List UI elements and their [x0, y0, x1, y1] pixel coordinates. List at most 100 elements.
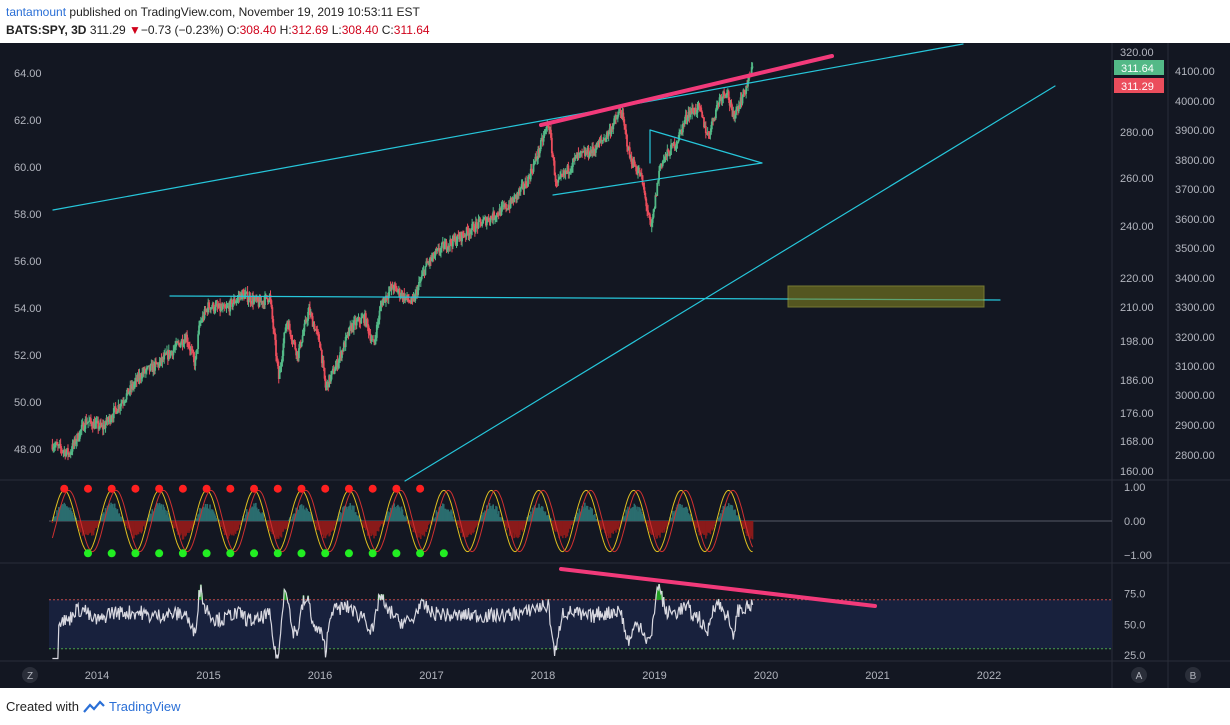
candle-body [197, 334, 200, 350]
x-axis-tick-label: 2017 [419, 670, 443, 682]
candle-body [213, 310, 216, 312]
candle-body [353, 319, 356, 321]
osc-histogram-bar [165, 514, 167, 521]
high-label: H: [279, 23, 292, 37]
osc-histogram-bar [187, 521, 189, 531]
osc-histogram-bar [131, 521, 133, 532]
osc-histogram-bar [410, 521, 413, 527]
osc-histogram-bar [504, 521, 506, 527]
osc-histogram-bar [642, 515, 645, 521]
candle-body [416, 289, 419, 295]
candle-body [71, 443, 74, 452]
author-link[interactable]: tantamount [6, 5, 67, 19]
osc-histogram-bar [615, 521, 617, 533]
candle-body [592, 146, 594, 152]
osc-histogram-bar [605, 521, 607, 532]
osc-histogram-bar [63, 502, 66, 521]
candle-body [113, 406, 116, 409]
candle-body [687, 111, 690, 119]
osc-histogram-bar [377, 521, 380, 532]
osc-histogram-bar [281, 521, 284, 532]
candle-body [642, 184, 645, 188]
osc-histogram-bar [466, 521, 469, 537]
candle-body [297, 351, 299, 359]
osc-histogram-bar [114, 507, 117, 521]
candle-body [712, 118, 715, 122]
candle-body [430, 257, 433, 261]
osc-bottom-dot [344, 549, 353, 558]
osc-histogram-bar [623, 517, 626, 521]
candle-body [484, 217, 487, 226]
candle-body [575, 154, 578, 159]
osc-histogram-bar [323, 521, 326, 536]
candle-body [654, 195, 657, 209]
candle-body [542, 135, 545, 142]
osc-histogram-bar [671, 517, 673, 521]
osc-histogram-bar [234, 521, 237, 534]
candle-body [550, 137, 553, 154]
candle-body [446, 249, 449, 251]
candle-body [267, 300, 270, 302]
candle-body [538, 149, 540, 154]
osc-histogram-bar [212, 511, 215, 521]
candle-body [108, 416, 111, 420]
candle-body [622, 112, 625, 120]
candle-body [668, 151, 671, 156]
candle-body [394, 284, 397, 286]
osc-histogram-bar [272, 521, 275, 535]
candle-body [580, 151, 583, 153]
candle-body [379, 305, 382, 311]
osc-histogram-bar [581, 505, 583, 521]
tradingview-link[interactable]: TradingView [108, 699, 181, 714]
osc-histogram-bar [650, 521, 652, 534]
candle-body [249, 295, 252, 303]
osc-histogram-bar [299, 504, 302, 521]
osc-histogram-bar [735, 515, 737, 521]
candle-body [57, 444, 60, 446]
candle-body [359, 322, 362, 324]
osc-histogram-bar [678, 503, 681, 521]
candle-body [141, 372, 144, 379]
candle-body [296, 351, 298, 356]
candle-body [277, 366, 280, 380]
price-chart[interactable]: 64.0062.0060.0058.0056.0054.0052.0050.00… [0, 43, 1230, 688]
candle-body [337, 362, 340, 368]
candle-body [613, 118, 616, 124]
right-axis2-tick-label: 3900.00 [1175, 125, 1215, 137]
osc-histogram-bar [376, 521, 379, 531]
candle-body [239, 293, 242, 297]
candle-body [200, 321, 203, 323]
candle-body [180, 339, 183, 344]
x-axis-tick-label: 2015 [196, 670, 220, 682]
auto-scale-button[interactable] [1131, 667, 1147, 683]
close-value: 311.64 [393, 23, 430, 37]
osc-histogram-bar [390, 511, 393, 521]
candle-body [570, 169, 573, 172]
osc-histogram-bar [197, 514, 199, 521]
candle-body [618, 111, 621, 113]
candle-body [56, 444, 59, 446]
left-axis-tick-label: 64.00 [14, 68, 42, 80]
osc-histogram-bar [244, 518, 246, 521]
osc-histogram-bar [643, 519, 646, 521]
candle-body [218, 303, 221, 308]
osc-histogram-bar [257, 509, 260, 521]
osc-histogram-bar [670, 518, 672, 521]
osc-top-dot [392, 484, 401, 493]
osc-histogram-bar [263, 520, 265, 521]
candle-body [612, 123, 615, 130]
osc-histogram-bar [191, 521, 194, 528]
osc-histogram-bar [424, 521, 427, 531]
candle-body [695, 112, 698, 114]
b-button[interactable] [1185, 667, 1201, 683]
osc-bottom-dot [178, 549, 187, 558]
candle-body [285, 324, 287, 332]
osc-histogram-bar [138, 521, 141, 532]
candle-body [165, 353, 167, 355]
zoom-button[interactable] [22, 667, 38, 683]
candle-body [636, 171, 638, 174]
osc-histogram-bar [228, 521, 231, 536]
candle-body [644, 192, 647, 199]
osc-histogram-bar [594, 513, 596, 521]
